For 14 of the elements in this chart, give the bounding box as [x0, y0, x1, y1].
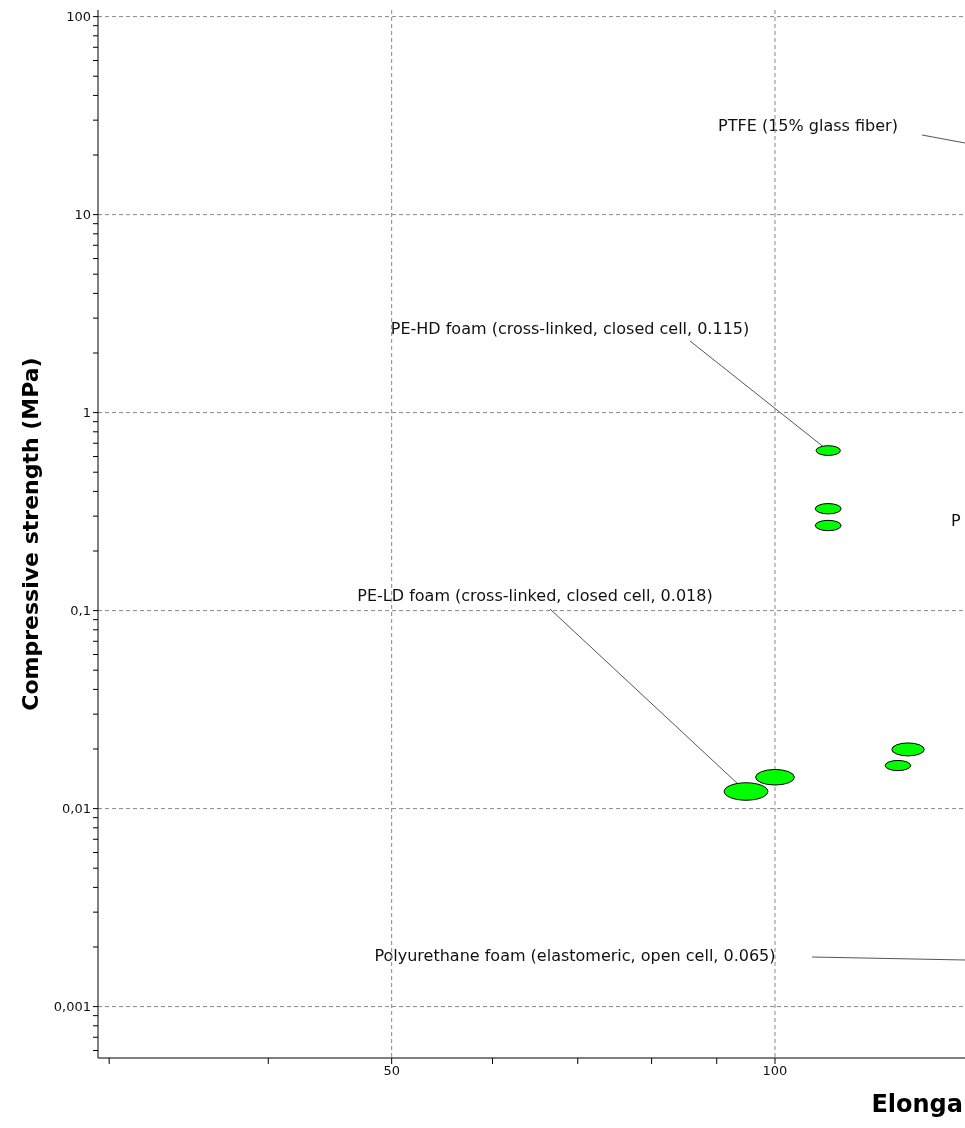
annotation: PE-LD foam (cross-linked, closed cell, 0.018) [357, 586, 713, 605]
y-tick-label: 10 [74, 207, 91, 223]
annotation: PE-HD foam (cross-linked, closed cell, 0.115) [390, 319, 750, 338]
y-tick-label: 100 [66, 9, 91, 25]
y-tick-label: 1 [82, 405, 91, 421]
y-axis-title: Compressive strength (MPa) [18, 357, 43, 711]
y-tick-label: 0,01 [62, 801, 91, 817]
annotation: Polyurethane foam (elastomeric, open cell, 0.065) [374, 946, 776, 965]
x-tick-label: 50 [383, 1063, 400, 1079]
annotation: PTFE (15% glass fiber) [718, 116, 898, 135]
y-tick-label: 0,1 [70, 603, 91, 619]
annotation: P [951, 511, 961, 530]
x-axis-title: Elonga [871, 1090, 963, 1118]
y-tick-label: 0,001 [53, 999, 91, 1015]
